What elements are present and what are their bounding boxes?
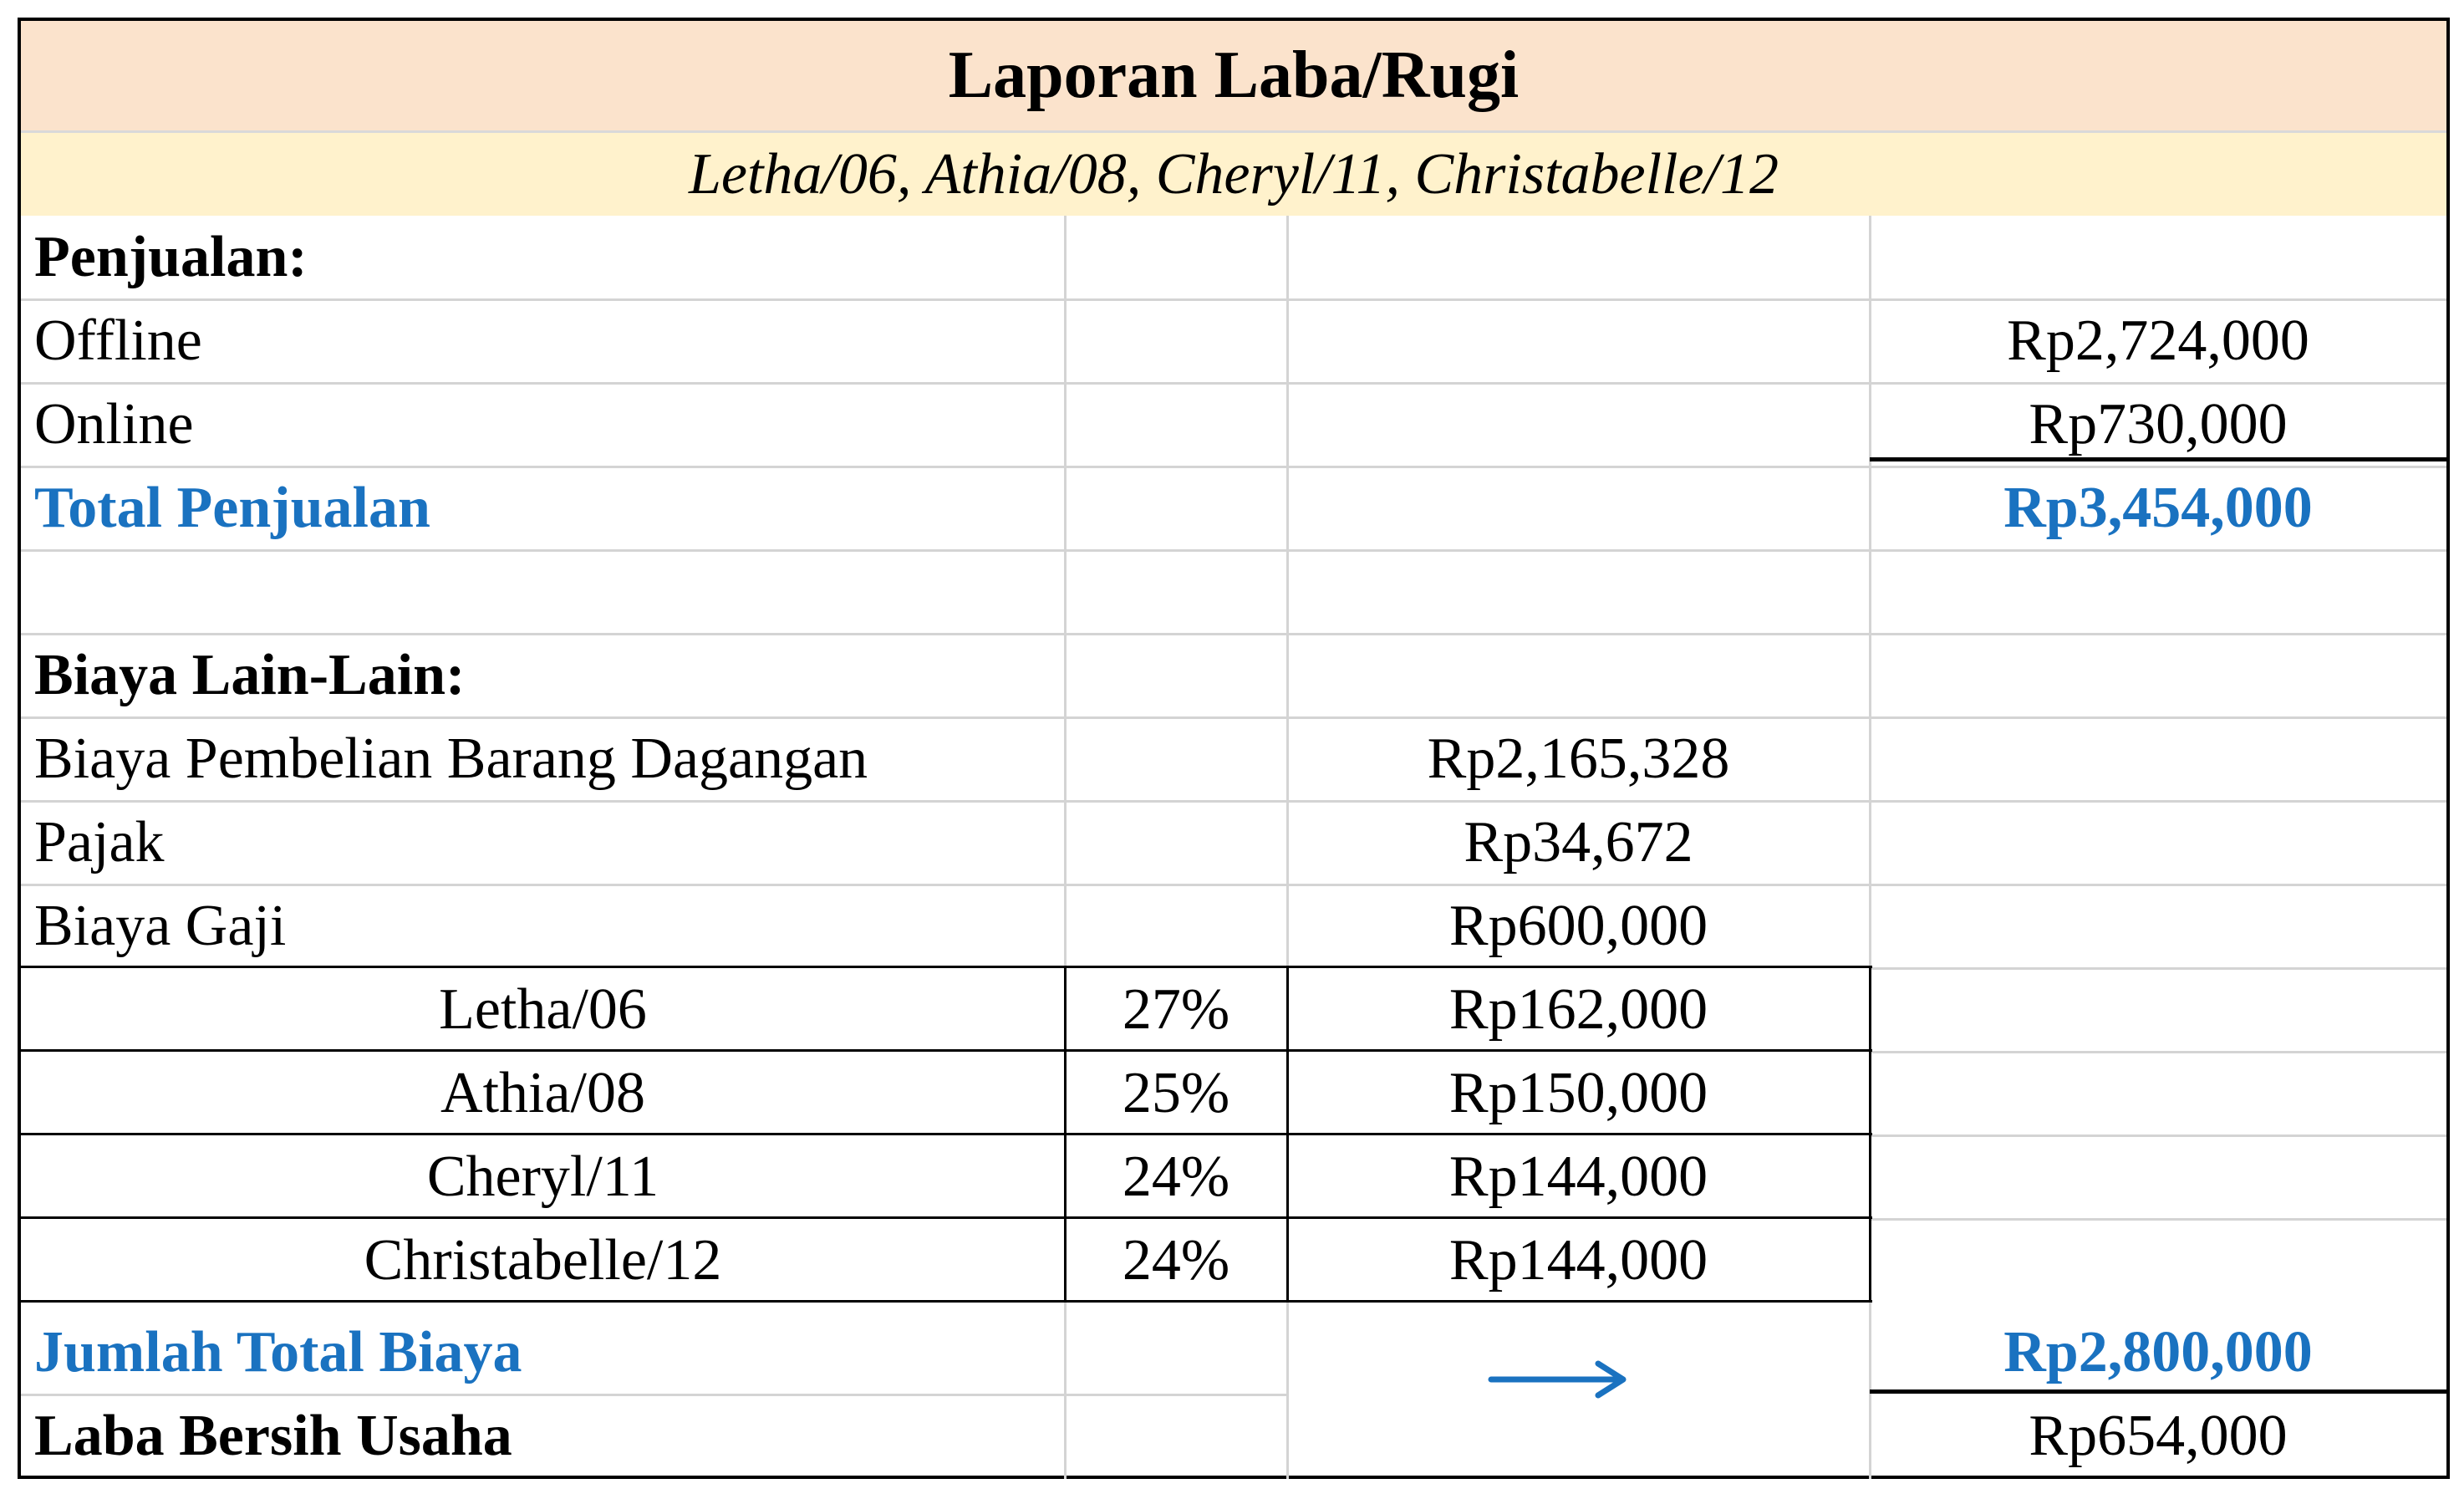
profit-loss-sheet: Laporan Laba/Rugi Letha/06, Athia/08, Ch… (18, 18, 2450, 1479)
salary-box-border (21, 1216, 1872, 1219)
table-row: Jumlah Total Biaya Rp2,800,000 (21, 1311, 2446, 1394)
salary-box-border (21, 1049, 1872, 1052)
salary-member-amount: Rp144,000 (1448, 1145, 1708, 1209)
table-row: Online Rp730,000 (21, 383, 2446, 467)
salary-member-name: Cheryl/11 (426, 1145, 659, 1209)
column-divider (1869, 216, 1871, 1479)
table-row: Pajak Rp34,672 (21, 801, 2446, 885)
report-title: Laporan Laba/Rugi (948, 38, 1520, 112)
table-row: Biaya Lain-Lain: (21, 634, 2446, 717)
salary-row: Christabelle/12 24% Rp144,000 (21, 1219, 2446, 1303)
salary-member-amount: Rp150,000 (1448, 1061, 1708, 1125)
table-row: Biaya Pembelian Barang Dagangan Rp2,165,… (21, 717, 2446, 801)
expenses-section-label: Biaya Lain-Lain: (34, 643, 466, 707)
salary-member-percent: 24% (1122, 1145, 1230, 1209)
row-divider (1870, 1218, 2446, 1221)
net-profit-value: Rp654,000 (2029, 1404, 2288, 1468)
salary-row: Letha/06 27% Rp162,000 (21, 968, 2446, 1052)
row-divider (21, 633, 2446, 635)
row-divider (21, 382, 2446, 385)
row-divider (1870, 1051, 2446, 1053)
report-subtitle: Letha/06, Athia/08, Cheryl/11, Christabe… (688, 141, 1779, 206)
online-value: Rp730,000 (2029, 392, 2288, 456)
total-sales-label: Total Penjualan (34, 476, 430, 540)
salary-box-border (1286, 966, 1289, 1303)
column-divider (1286, 216, 1289, 1479)
row-divider (21, 716, 2446, 719)
row-divider (21, 884, 2446, 886)
table-row: Offline Rp2,724,000 (21, 299, 2446, 383)
sales-section-label: Penjualan: (34, 225, 308, 289)
table-row: Biaya Gaji Rp600,000 (21, 885, 2446, 968)
title-band: Laporan Laba/Rugi (21, 21, 2446, 133)
tax-value: Rp34,672 (1464, 810, 1693, 874)
offline-label: Offline (34, 308, 202, 373)
row-divider (21, 800, 2446, 803)
salary-member-amount: Rp162,000 (1448, 977, 1708, 1042)
salary-cost-value: Rp600,000 (1448, 894, 1708, 958)
salary-cost-label: Biaya Gaji (34, 894, 287, 958)
salary-box-border (21, 966, 1872, 968)
total-sales-value: Rp3,454,000 (2003, 476, 2313, 540)
total-expenses-value: Rp2,800,000 (2003, 1320, 2313, 1384)
subtotal-underline (1870, 1389, 2446, 1394)
row-divider (1870, 967, 2446, 970)
table-row: Laba Bersih Usaha Rp654,000 (21, 1394, 2446, 1478)
salary-member-amount: Rp144,000 (1448, 1228, 1708, 1293)
salary-member-name: Letha/06 (439, 977, 647, 1042)
row-divider (21, 466, 2446, 468)
row-divider (21, 298, 2446, 301)
table-row: Penjualan: (21, 216, 2446, 299)
net-profit-label: Laba Bersih Usaha (34, 1404, 512, 1468)
subtitle-band: Letha/06, Athia/08, Cheryl/11, Christabe… (21, 133, 2446, 216)
salary-box-border (1064, 966, 1067, 1303)
total-expenses-label: Jumlah Total Biaya (34, 1320, 522, 1384)
column-divider (1064, 216, 1067, 1479)
salary-box-border (21, 1133, 1872, 1135)
table-row: Total Penjualan Rp3,454,000 (21, 467, 2446, 550)
tax-label: Pajak (34, 810, 165, 874)
salary-row: Athia/08 25% Rp150,000 (21, 1052, 2446, 1135)
report-grid: Penjualan: Offline Rp2,724,000 Online Rp… (21, 216, 2446, 1479)
subtotal-underline (1870, 457, 2446, 461)
salary-box-border (21, 1300, 1872, 1303)
arrow-right-icon (1488, 1360, 1627, 1399)
salary-member-percent: 24% (1122, 1228, 1230, 1293)
salary-box-border (1869, 966, 1871, 1303)
purchase-cost-value: Rp2,165,328 (1427, 727, 1730, 791)
row-divider (21, 549, 2446, 552)
row-divider (21, 1394, 1287, 1396)
salary-member-name: Athia/08 (440, 1061, 645, 1125)
row-divider (1870, 1134, 2446, 1137)
offline-value: Rp2,724,000 (2007, 308, 2309, 373)
salary-member-percent: 25% (1122, 1061, 1230, 1125)
salary-member-name: Christabelle/12 (364, 1228, 722, 1293)
salary-row: Cheryl/11 24% Rp144,000 (21, 1135, 2446, 1219)
purchase-cost-label: Biaya Pembelian Barang Dagangan (34, 727, 868, 791)
salary-member-percent: 27% (1122, 977, 1230, 1042)
online-label: Online (34, 392, 194, 456)
